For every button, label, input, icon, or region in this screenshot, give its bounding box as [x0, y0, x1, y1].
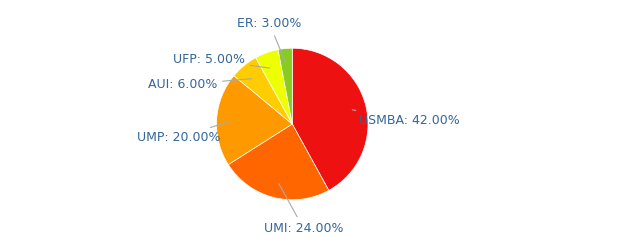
Wedge shape [278, 48, 292, 124]
Text: UFP: 5.00%: UFP: 5.00% [173, 53, 270, 68]
Wedge shape [256, 50, 292, 124]
Wedge shape [217, 76, 292, 165]
Wedge shape [228, 124, 329, 200]
Text: USMBA: 42.00%: USMBA: 42.00% [352, 110, 460, 127]
Text: AUI: 6.00%: AUI: 6.00% [147, 78, 252, 91]
Text: ER: 3.00%: ER: 3.00% [238, 18, 302, 62]
Text: UMI: 24.00%: UMI: 24.00% [264, 184, 343, 235]
Wedge shape [292, 48, 368, 190]
Wedge shape [234, 58, 292, 124]
Text: UMP: 20.00%: UMP: 20.00% [137, 121, 231, 144]
